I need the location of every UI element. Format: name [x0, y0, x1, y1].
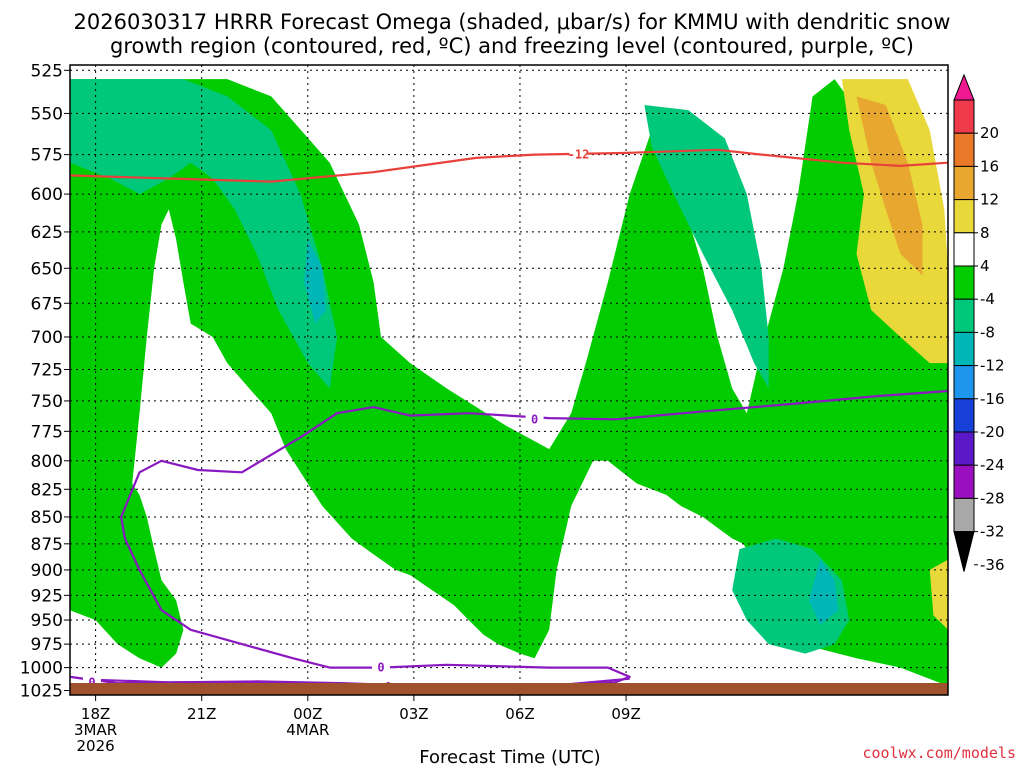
y-tick-label-825: 825	[31, 480, 63, 500]
y-tick-label-675: 675	[31, 294, 63, 314]
y-tick-label-975: 975	[31, 635, 63, 655]
y-tick-label-700: 700	[31, 328, 63, 348]
x-tick-label-3-0: 21Z	[187, 705, 216, 723]
grid-lines	[70, 65, 948, 695]
colorbar: 20 16 12 8 4 -4 -8 -12 -16 -20 -24 -28 -32 -36	[953, 73, 1005, 574]
contour-label-bg-1-0	[525, 412, 544, 427]
x-tick-label-0-2: 2026	[77, 737, 115, 755]
colorbar-label-3: 8	[980, 224, 990, 242]
colorbar-label-9: -20	[980, 423, 1005, 441]
y-axis: 525 550 575 600 625 650 675 700 725 750 775 800 825 8…	[20, 61, 70, 701]
y-tick-label-1025: 1025	[20, 681, 63, 701]
colorbar-swatch-6	[953, 298, 975, 333]
omega-region-neg_8_12-3	[644, 105, 769, 389]
omega-region-neg_4_8-1	[70, 472, 184, 668]
y-tick-label-575: 575	[31, 146, 63, 166]
omega-region-pos_4_8-9	[929, 559, 948, 630]
credit-text: coolwx.com/models	[862, 744, 1016, 762]
colorbar-swatch-2	[953, 165, 975, 201]
chart-title-line2: growth region (contoured, red, ºC) and f…	[110, 34, 914, 58]
chart-title-line1: 2026030317 HRRR Forecast Omega (shaded, …	[74, 10, 951, 34]
colorbar-swatch-11	[953, 464, 975, 499]
colorbar-label-8: -16	[980, 390, 1005, 408]
colorbar-label-5: -4	[980, 290, 995, 308]
colorbar-swatch-1	[953, 132, 975, 167]
x-tick-label-15-0: 09Z	[611, 705, 640, 723]
colorbar-label-2: 12	[980, 191, 999, 209]
colorbar-swatch-4	[953, 232, 975, 267]
y-tick-label-775: 775	[31, 422, 63, 442]
colorbar-label-6: -8	[980, 323, 995, 341]
y-tick-label-1000: 1000	[20, 659, 63, 679]
colorbar-swatch-12	[953, 497, 975, 533]
y-tick-label-525: 525	[31, 61, 63, 81]
omega-region-neg_8_12-2	[70, 79, 338, 389]
colorbar-swatch-9	[953, 398, 975, 433]
colorbar-bottom-arrow	[953, 531, 975, 572]
colorbar-swatch-10	[953, 431, 975, 466]
plot-frame	[69, 64, 949, 696]
colorbar-label-10: -24	[980, 456, 1005, 474]
contour-label-bg-1-1	[371, 660, 390, 675]
y-tick-label-800: 800	[31, 452, 63, 472]
y-tick-label-650: 650	[31, 259, 63, 279]
colorbar-label-7: -12	[980, 357, 1005, 375]
ground-surface	[70, 683, 948, 695]
contour-label-bg-0-0	[569, 147, 588, 162]
colorbar-swatch-3	[953, 199, 975, 234]
colorbar-swatch-7	[953, 331, 975, 367]
x-tick-label-0-0: 18Z	[81, 705, 110, 723]
colorbar-label-0: 20	[980, 124, 999, 142]
omega-region-neg_12_16-5	[304, 239, 327, 324]
x-tick-label-12-0: 06Z	[505, 705, 534, 723]
x-tick-label-6-1: 4MAR	[286, 721, 329, 739]
y-tick-label-550: 550	[31, 104, 63, 124]
y-tick-label-900: 900	[31, 561, 63, 581]
y-tick-label-875: 875	[31, 535, 63, 555]
y-tick-label-600: 600	[31, 185, 63, 205]
x-tick-label-9-0: 03Z	[399, 705, 428, 723]
contour-label-1-0: 0	[531, 412, 538, 426]
contour-label-0-0: -12	[568, 148, 590, 162]
colorbar-swatch-8	[953, 365, 975, 400]
colorbar-label-11: -28	[980, 489, 1005, 507]
x-tick-label-0-1: 3MAR	[74, 721, 117, 739]
omega-region-neg_12_16-6	[809, 559, 839, 625]
colorbar-label-1: 16	[980, 157, 999, 175]
x-tick-label-6-0: 00Z	[293, 705, 322, 723]
y-tick-label-625: 625	[31, 223, 63, 243]
y-tick-label-850: 850	[31, 508, 63, 528]
y-tick-label-750: 750	[31, 392, 63, 412]
contour-label-2-0: 0	[88, 675, 95, 689]
colorbar-swatch-0	[953, 99, 975, 134]
omega-shading	[70, 79, 948, 687]
omega-region-pos_8_12-8	[856, 96, 923, 276]
y-tick-label-725: 725	[31, 361, 63, 381]
y-tick-label-950: 950	[31, 611, 63, 631]
y-tick-label-925: 925	[31, 586, 63, 606]
contour-label-1-1: 0	[377, 661, 384, 675]
colorbar-swatch-5	[953, 265, 975, 300]
x-axis-label: Forecast Time (UTC)	[419, 747, 600, 768]
colorbar-top-arrow	[953, 73, 975, 101]
colorbar-label-12: -32	[980, 523, 1005, 541]
colorbar-label-13: -36	[980, 556, 1005, 574]
colorbar-label-4: 4	[980, 257, 990, 275]
